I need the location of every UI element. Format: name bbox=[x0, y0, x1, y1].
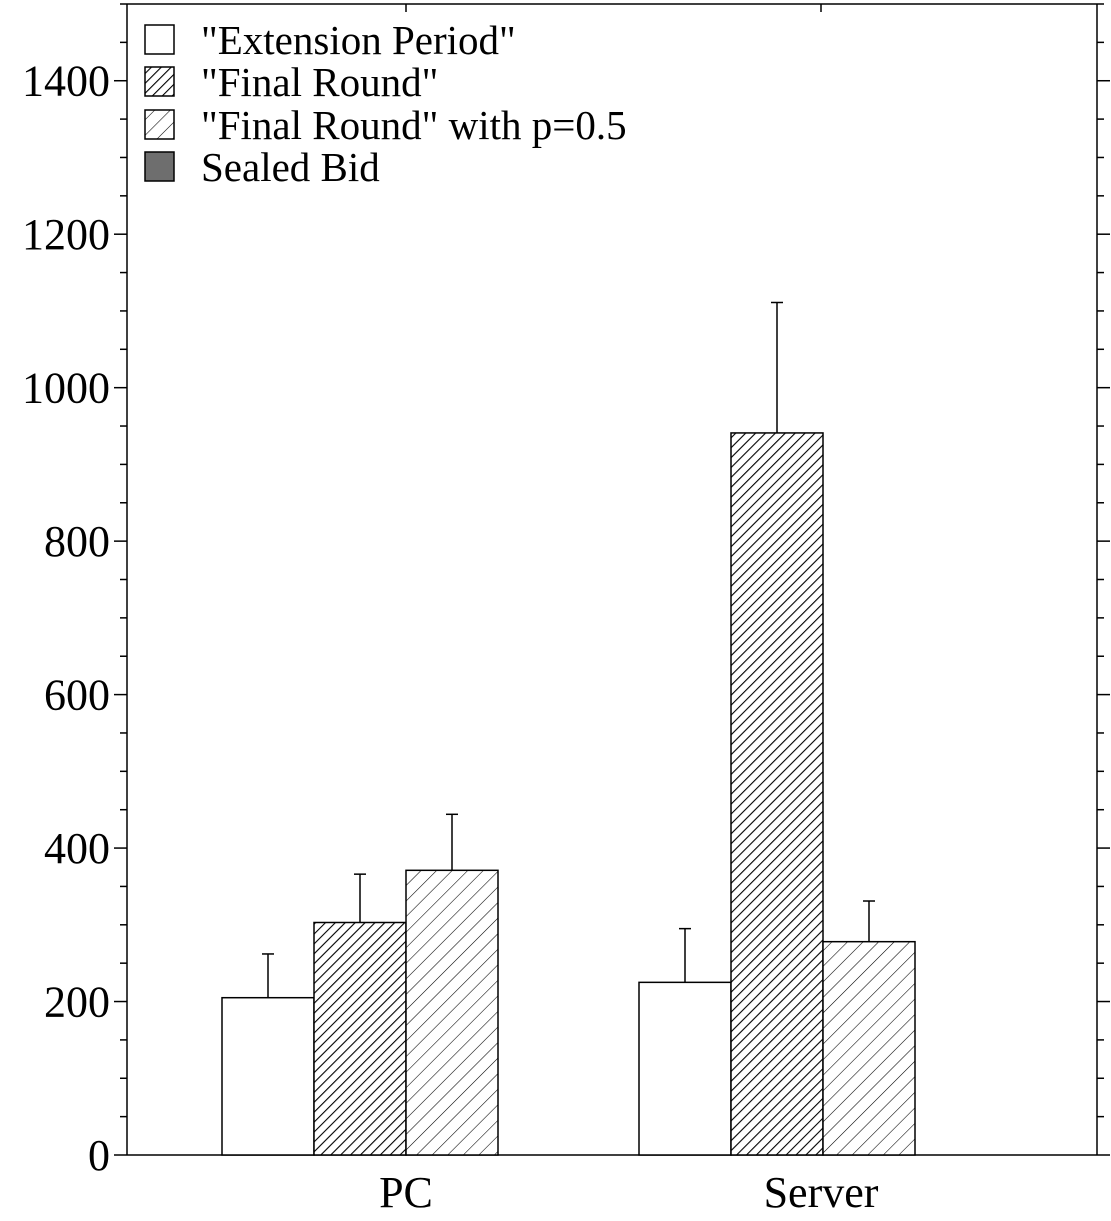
legend: "Extension Period""Final Round""Final Ro… bbox=[144, 17, 627, 190]
x-axis-labels: PC Server bbox=[379, 1168, 879, 1217]
y-axis: 0 200 400 600 800 1000 1200 1400 bbox=[22, 3, 1110, 1180]
x-tick-label: PC bbox=[379, 1168, 433, 1217]
legend-swatch bbox=[144, 109, 175, 140]
legend-swatch bbox=[144, 24, 175, 55]
y-tick-label: 800 bbox=[44, 517, 110, 566]
bar bbox=[730, 432, 824, 1156]
bar-series bbox=[221, 301, 916, 1156]
legend-label: Sealed Bid bbox=[201, 144, 380, 190]
bar bbox=[221, 996, 315, 1156]
y-tick-label: 400 bbox=[44, 824, 110, 873]
x-tick-label: Server bbox=[764, 1168, 879, 1217]
y-tick-label: 600 bbox=[44, 671, 110, 720]
y-tick-label: 1000 bbox=[22, 364, 110, 413]
legend-label: "Final Round" with p=0.5 bbox=[201, 102, 627, 148]
y-tick-label: 1200 bbox=[22, 210, 110, 259]
y-tick-label: 0 bbox=[88, 1131, 110, 1180]
y-tick-label: 200 bbox=[44, 978, 110, 1027]
bar bbox=[822, 940, 916, 1156]
legend-swatch bbox=[144, 66, 175, 97]
legend-label: "Extension Period" bbox=[201, 17, 516, 63]
legend-label: "Final Round" bbox=[201, 59, 438, 105]
legend-swatch bbox=[144, 151, 175, 182]
bar bbox=[313, 921, 407, 1156]
bar bbox=[405, 869, 499, 1156]
y-tick-label: 1400 bbox=[22, 57, 110, 106]
bar bbox=[638, 981, 732, 1156]
